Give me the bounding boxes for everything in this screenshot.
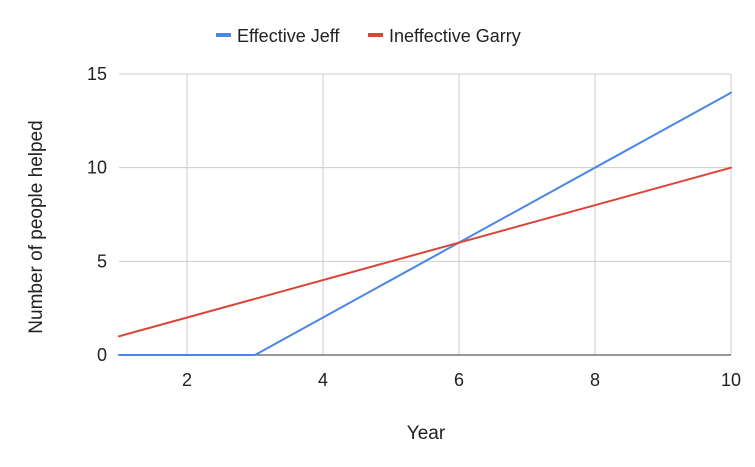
- x-axis-title: Year: [407, 423, 446, 444]
- x-tick-label: 10: [721, 370, 741, 390]
- legend: Effective Jeff Ineffective Garry: [216, 26, 521, 46]
- legend-label: Ineffective Garry: [389, 26, 521, 46]
- x-tick-label: 2: [182, 370, 192, 390]
- series-line-ineffective-garry: [118, 166, 732, 338]
- x-tick-label: 4: [318, 370, 328, 390]
- y-axis-title: Number of people helped: [26, 120, 47, 333]
- x-tick-label: 8: [590, 370, 600, 390]
- y-tick-label: 5: [97, 251, 107, 271]
- x-tick-label: 6: [454, 370, 464, 390]
- x-tick-labels: 2 4 6 8 10: [182, 370, 741, 390]
- series-line-effective-jeff: [118, 91, 732, 356]
- legend-swatch: [216, 33, 231, 37]
- gridlines: [119, 73, 732, 355]
- y-tick-labels: 0 5 10 15: [87, 64, 107, 365]
- y-tick-label: 10: [87, 158, 107, 178]
- legend-swatch: [368, 33, 383, 37]
- y-tick-label: 0: [97, 345, 107, 365]
- series-layer: [118, 91, 732, 356]
- legend-label: Effective Jeff: [237, 26, 340, 46]
- y-tick-label: 15: [87, 64, 107, 84]
